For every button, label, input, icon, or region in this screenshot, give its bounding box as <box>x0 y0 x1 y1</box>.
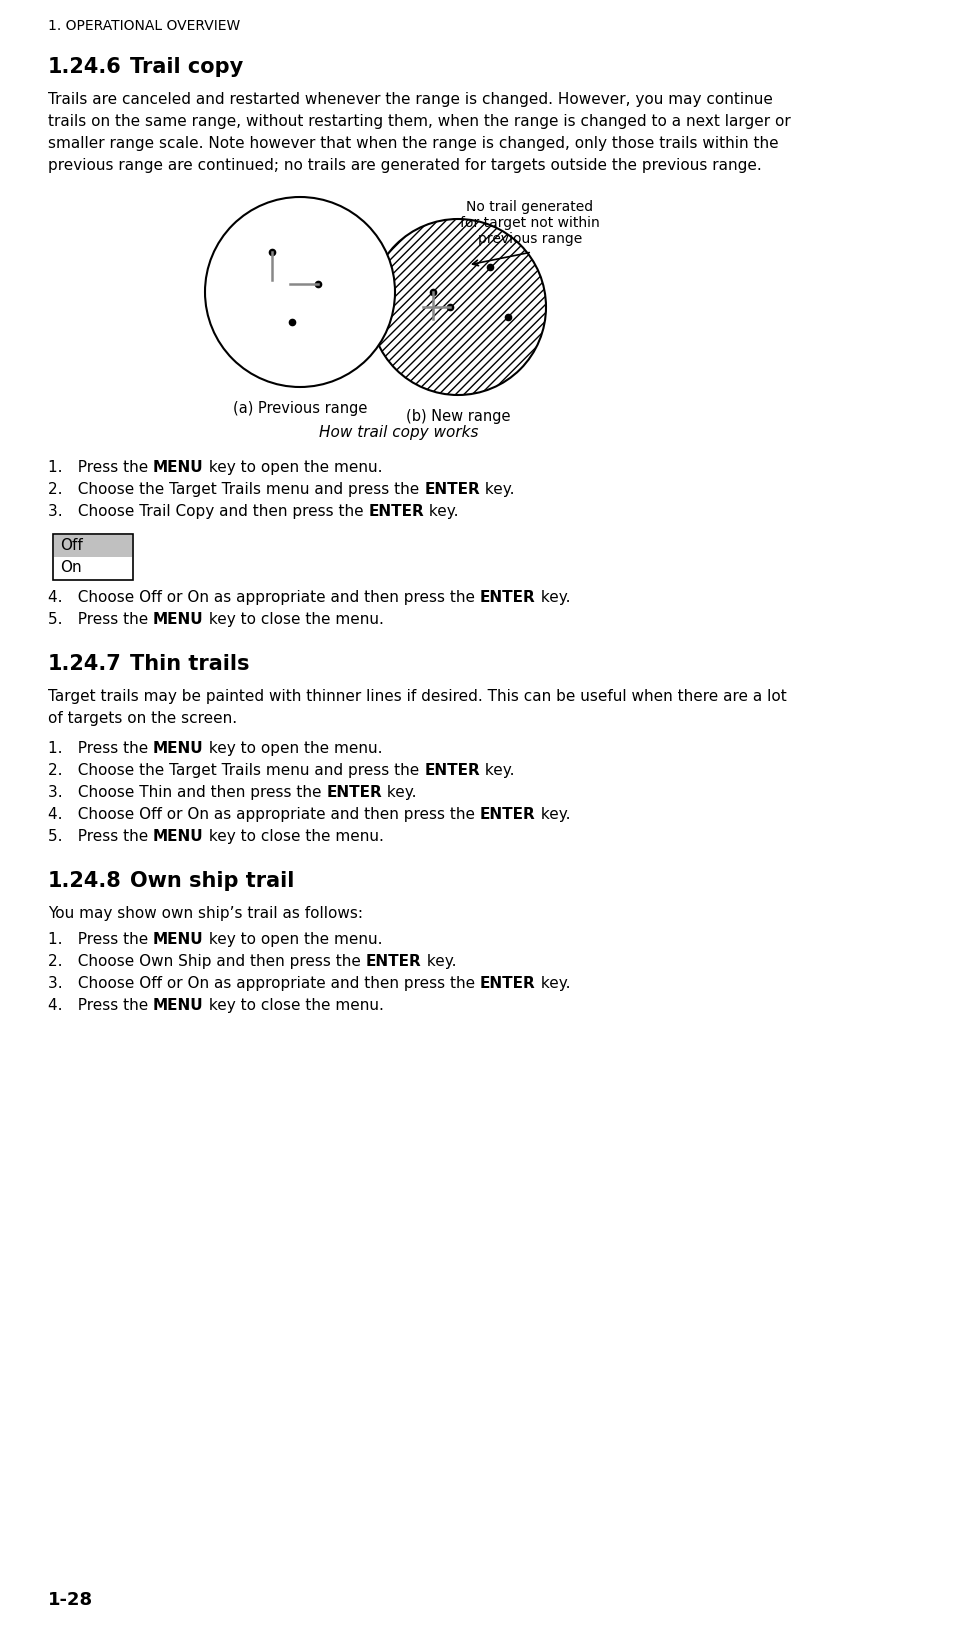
Text: key to open the menu.: key to open the menu. <box>204 741 383 756</box>
Text: 1. OPERATIONAL OVERVIEW: 1. OPERATIONAL OVERVIEW <box>48 20 241 33</box>
Text: key.: key. <box>421 954 456 969</box>
Text: No trail generated
for target not within
previous range: No trail generated for target not within… <box>460 200 600 246</box>
Text: key to open the menu.: key to open the menu. <box>204 933 383 947</box>
Text: ENTER: ENTER <box>327 785 383 800</box>
Text: ENTER: ENTER <box>366 954 421 969</box>
Text: How trail copy works: How trail copy works <box>319 425 479 439</box>
Text: MENU: MENU <box>154 829 204 844</box>
Text: MENU: MENU <box>154 611 204 628</box>
Text: key.: key. <box>535 590 570 605</box>
Text: 3. Choose Off or On as appropriate and then press the: 3. Choose Off or On as appropriate and t… <box>48 975 480 992</box>
Text: ENTER: ENTER <box>424 482 480 497</box>
Text: key.: key. <box>424 505 459 520</box>
Text: trails on the same range, without restarting them, when the range is changed to : trails on the same range, without restar… <box>48 115 791 129</box>
Text: 4. Choose Off or On as appropriate and then press the: 4. Choose Off or On as appropriate and t… <box>48 806 480 823</box>
Text: key to close the menu.: key to close the menu. <box>204 829 384 844</box>
Text: 2. Choose the Target Trails menu and press the: 2. Choose the Target Trails menu and pre… <box>48 482 424 497</box>
Text: Off: Off <box>60 538 83 552</box>
Text: Trails are canceled and restarted whenever the range is changed. However, you ma: Trails are canceled and restarted whenev… <box>48 92 773 107</box>
Text: Trail copy: Trail copy <box>130 57 243 77</box>
Text: Target trails may be painted with thinner lines if desired. This can be useful w: Target trails may be painted with thinne… <box>48 688 786 705</box>
Text: (a) Previous range: (a) Previous range <box>233 402 367 416</box>
Text: key.: key. <box>383 785 416 800</box>
Text: 1-28: 1-28 <box>48 1591 93 1609</box>
Text: key to close the menu.: key to close the menu. <box>204 998 384 1013</box>
Text: 4. Choose Off or On as appropriate and then press the: 4. Choose Off or On as appropriate and t… <box>48 590 480 605</box>
Text: You may show own ship’s trail as follows:: You may show own ship’s trail as follows… <box>48 906 363 921</box>
Text: key to open the menu.: key to open the menu. <box>204 461 383 475</box>
Text: 3. Choose Trail Copy and then press the: 3. Choose Trail Copy and then press the <box>48 505 368 520</box>
Bar <box>53 534 132 557</box>
Text: ENTER: ENTER <box>480 975 536 992</box>
Text: key to close the menu.: key to close the menu. <box>204 611 384 628</box>
Text: 2. Choose the Target Trails menu and press the: 2. Choose the Target Trails menu and pre… <box>48 764 424 779</box>
Text: key.: key. <box>480 764 514 779</box>
Text: Thin trails: Thin trails <box>130 654 249 674</box>
Circle shape <box>205 197 395 387</box>
Text: ENTER: ENTER <box>424 764 480 779</box>
Text: 5. Press the: 5. Press the <box>48 611 154 628</box>
Text: MENU: MENU <box>154 741 204 756</box>
Text: 1. Press the: 1. Press the <box>48 461 154 475</box>
Text: of targets on the screen.: of targets on the screen. <box>48 711 237 726</box>
Text: ENTER: ENTER <box>480 590 535 605</box>
Text: MENU: MENU <box>154 461 204 475</box>
Text: 1.24.7: 1.24.7 <box>48 654 122 674</box>
Text: 1.24.8: 1.24.8 <box>48 870 122 892</box>
Text: (b) New range: (b) New range <box>406 410 510 425</box>
Text: ENTER: ENTER <box>480 806 535 823</box>
Text: 1.24.6: 1.24.6 <box>48 57 122 77</box>
Text: 2. Choose Own Ship and then press the: 2. Choose Own Ship and then press the <box>48 954 366 969</box>
Text: 5. Press the: 5. Press the <box>48 829 154 844</box>
Bar <box>53 534 133 580</box>
Text: key.: key. <box>536 975 570 992</box>
Text: smaller range scale. Note however that when the range is changed, only those tra: smaller range scale. Note however that w… <box>48 136 779 151</box>
Text: 3. Choose Thin and then press the: 3. Choose Thin and then press the <box>48 785 327 800</box>
Text: Own ship trail: Own ship trail <box>130 870 295 892</box>
Text: On: On <box>60 561 81 575</box>
Text: MENU: MENU <box>154 998 204 1013</box>
Circle shape <box>370 220 546 395</box>
Text: key.: key. <box>480 482 514 497</box>
Text: MENU: MENU <box>154 933 204 947</box>
Text: 4. Press the: 4. Press the <box>48 998 154 1013</box>
Text: 1. Press the: 1. Press the <box>48 741 154 756</box>
Text: ENTER: ENTER <box>368 505 424 520</box>
Text: 1. Press the: 1. Press the <box>48 933 154 947</box>
Text: key.: key. <box>535 806 570 823</box>
Text: previous range are continued; no trails are generated for targets outside the pr: previous range are continued; no trails … <box>48 157 762 174</box>
